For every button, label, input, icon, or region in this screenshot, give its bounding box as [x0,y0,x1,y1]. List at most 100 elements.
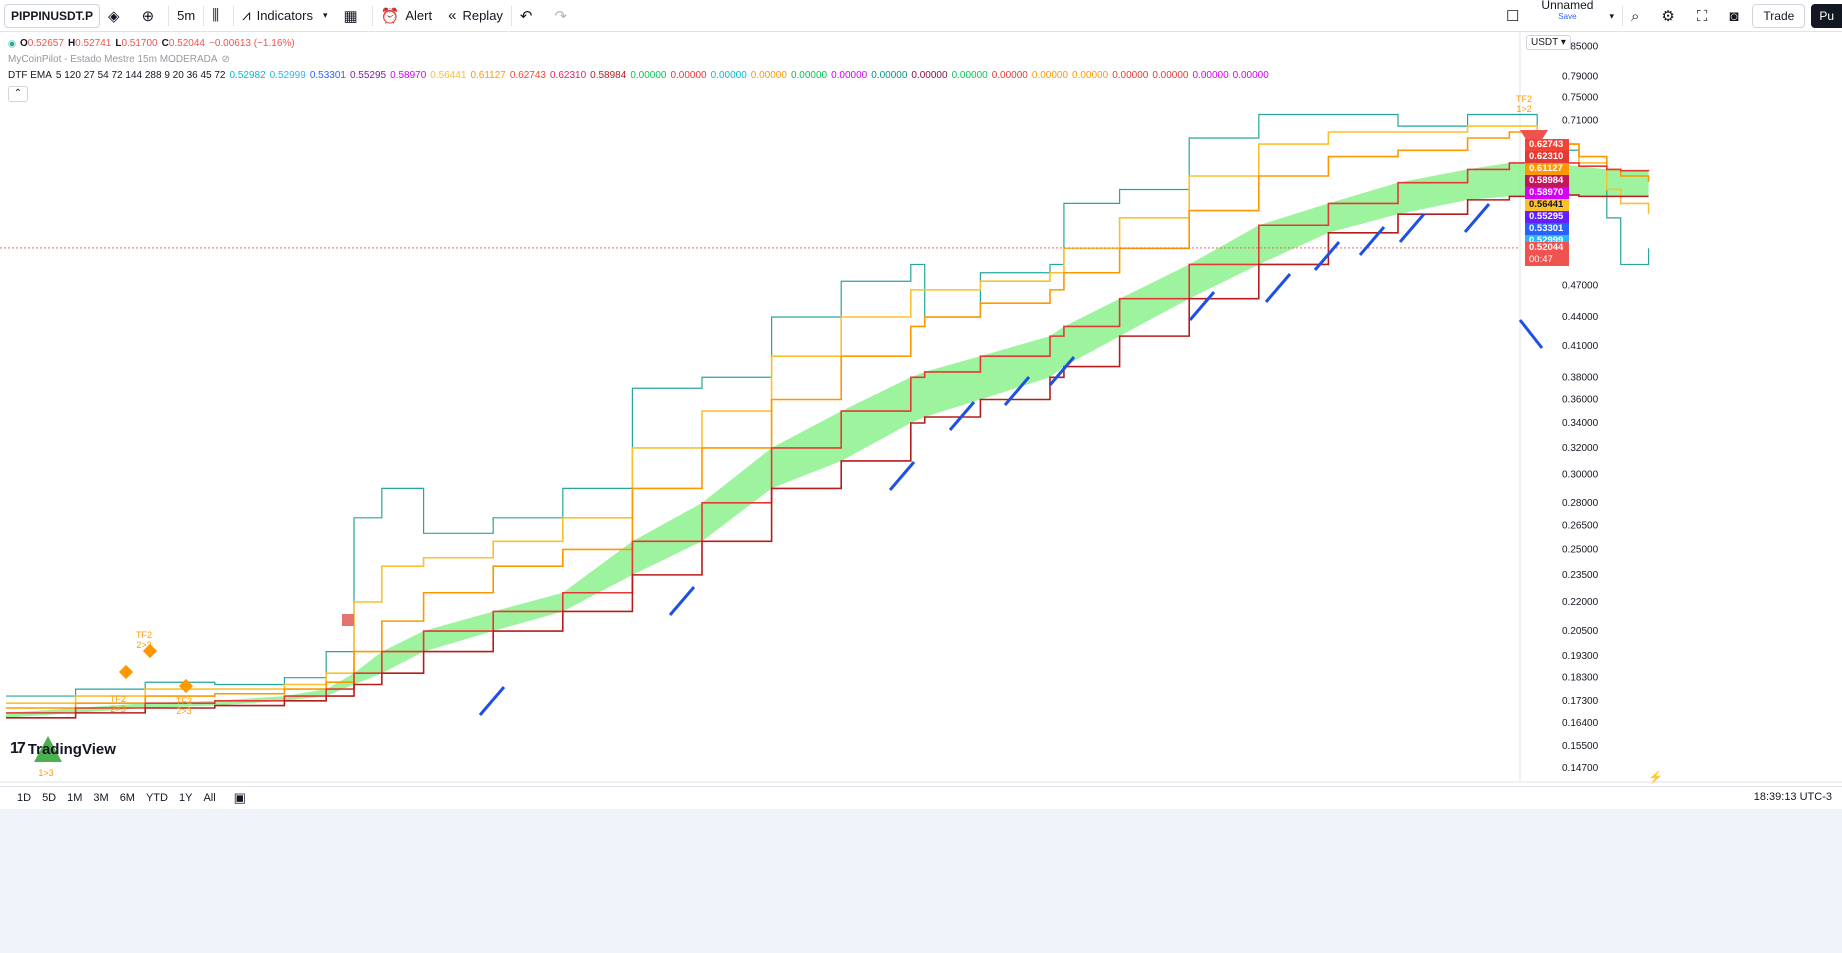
range-1d[interactable]: 1D [17,791,32,804]
symbol-search-button[interactable]: PIPPINUSDT.P [4,3,101,28]
calendar-icon[interactable]: ▣ [233,789,246,805]
templates-button[interactable]: ▦ [336,0,372,32]
y-tick-label: 0.47000 [1562,281,1599,292]
ema-value: 0.00000 [1192,70,1229,81]
range-ytd[interactable]: YTD [145,791,168,804]
indicator-2-title: DTF EMA [8,70,52,81]
symbol-label: PIPPINUSDT.P [11,8,94,23]
indicator-2-params: 5 120 27 54 72 144 288 9 20 36 45 72 [55,70,226,81]
signal-arrow-9 [1188,291,1216,321]
ema-value: 0.53301 [309,70,346,81]
y-tick-label: 0.14700 [1562,763,1599,774]
tf2-ratio: 1>2 [1516,104,1531,114]
range-1y[interactable]: 1Y [178,791,193,804]
ohlc-high: H0.52741 [67,38,112,49]
interval-label: 5m [177,8,196,23]
indicators-button[interactable]: ⩘ Indicators ▾ [234,0,335,32]
y-tick-label: 0.17300 [1562,696,1599,707]
ema-value: 0.00000 [710,70,747,81]
chevron-up-icon: ⌃ [13,88,23,99]
tf2-annotation: TF2 [110,694,126,704]
ema-value: 0.55295 [349,70,387,81]
add-symbol-button[interactable]: ⊕ [134,0,169,32]
ema-value: 0.58984 [590,70,627,81]
signal-square-marker [342,614,354,626]
tf2-ratio: 2>3 [110,704,125,714]
fullscreen-icon: ⛶ [1696,7,1708,25]
rewind-icon: « [448,7,457,24]
alert-label: Alert [405,8,433,23]
trade-label: Trade [1763,9,1795,23]
replay-button[interactable]: « Replay [440,0,511,32]
publish-label: Pu [1819,9,1834,23]
y-tick-label: 0.25000 [1562,544,1599,555]
tf2-annotation: TF2 [176,696,192,706]
divider [1621,6,1623,26]
ema-value: 0.00000 [871,70,908,81]
tradingview-logo-icon: 17 [10,740,26,757]
ema-value: 0.00000 [951,70,988,81]
ema-value: 0.00000 [1031,70,1069,81]
search-icon: ⌕ [1630,7,1640,25]
layout-name-button[interactable]: Unnamed Save [1533,0,1601,32]
series-line-4 [6,194,1649,719]
chevron-down-icon: ▾ [1609,10,1614,21]
collapse-legend-button[interactable]: ⌃ [8,86,28,102]
series-line-3 [6,162,1650,714]
y-tick-label: 0.75000 [1562,93,1599,104]
tf-diamond-marker [142,643,158,659]
signal-arrow-14 [1463,203,1491,233]
buy-triangle-marker [34,736,62,762]
indicator-row-1[interactable]: MyCoinPilot - Estado Mestre 15m MODERADA… [8,52,1277,68]
eye-slash-icon[interactable]: ⊘ [221,54,230,65]
ema-value: 0.00000 [1152,70,1189,81]
trade-button[interactable]: Trade [1752,4,1806,28]
undo-button[interactable]: ↶ [512,0,547,32]
y-tick-label: 0.19300 [1562,651,1599,662]
ema-value: 0.58970 [390,70,427,81]
fullscreen-button[interactable]: ⛶ [1689,0,1722,32]
range-5d[interactable]: 5D [42,791,57,804]
chart-legend: O0.52657 H0.52741 L0.51700 C0.52044 −0.0… [8,36,1277,102]
alert-button[interactable]: ⏰ Alert [373,0,440,32]
y-tick-label: 0.79000 [1562,71,1599,82]
price-chart[interactable]: 0.85000 0.79000 0.75000 0.71000 0.47000 0.440… [0,32,1842,786]
camera-icon: ◙ [1729,7,1739,25]
indicators-icon: ⩘ [242,7,251,24]
settings-button[interactable]: ⚙ [1653,0,1688,32]
signal-arrow-10 [1264,273,1292,303]
interval-button[interactable]: 5m [169,0,203,32]
ohlc-low: L0.51700 [115,38,158,49]
y-tick-label: 0.18300 [1562,673,1599,684]
snapshot-button[interactable]: ◙ [1721,0,1752,32]
y-tick-label: 0.23500 [1562,570,1599,581]
signal-arrow-15 [1518,319,1544,349]
y-tick-label: 0.38000 [1562,372,1599,383]
chart-type-button[interactable]: ⫼ [204,0,233,32]
compare-button[interactable]: ◈ [100,0,134,32]
range-6m[interactable]: 6M [119,791,135,804]
toolbar-right: ☐ Unnamed Save ▾ ⌕ ⚙ ⛶ ◙ Trade Pu [1498,0,1842,32]
series-line-0 [6,113,1650,697]
redo-button[interactable]: ↷ [547,0,582,32]
range-3m[interactable]: 3M [93,791,109,804]
y-tick-label: 0.28000 [1562,498,1599,509]
publish-button[interactable]: Pu [1811,4,1842,28]
watermark-label: TradingView [27,740,116,758]
tf2-annotation: TF2 [1516,94,1532,104]
layout-menu-button[interactable]: ▾ [1601,0,1622,32]
range-1m[interactable]: 1M [67,791,83,804]
indicator-row-2[interactable]: DTF EMA 5 120 27 54 72 144 288 9 20 36 4… [8,68,1277,84]
tf-diamond-marker [178,678,194,694]
ema-value: 0.00000 [750,70,787,81]
grid-icon: ▦ [343,7,358,25]
layout-name: Unnamed [1541,0,1594,12]
range-all[interactable]: All [203,791,216,804]
ema-value: 0.00000 [630,70,667,81]
range-buttons: 1D 5D 1M 3M 6M YTD 1Y All [10,792,220,804]
currency-selector[interactable]: USDT ▾ [1526,35,1571,50]
layout-checkbox[interactable]: ☐ [1498,0,1533,32]
utc-clock[interactable]: 18:39:13 UTC-3 [1753,791,1832,803]
quick-search-button[interactable]: ⌕ [1623,0,1653,32]
ema-value: 0.00000 [1232,70,1269,81]
